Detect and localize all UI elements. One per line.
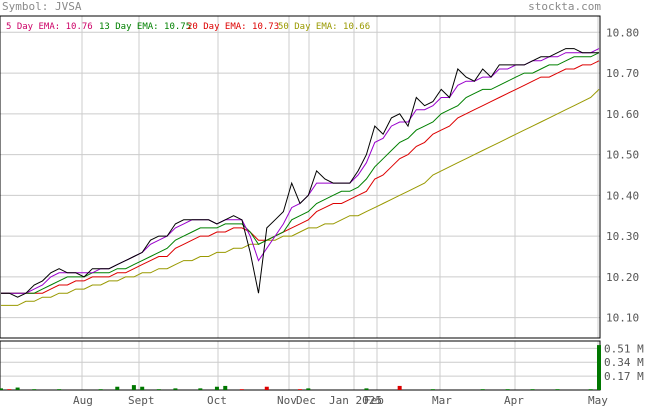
- legend-item: 13 Day EMA: 10.75: [99, 22, 191, 32]
- volume-bar: [173, 388, 178, 390]
- volume-bar: [156, 389, 161, 390]
- volume-bar: [264, 386, 269, 390]
- volume-grid: [0, 341, 600, 390]
- volume-bar: [306, 388, 311, 390]
- date-tick-label: Sept: [128, 394, 155, 406]
- volume-bar: [555, 389, 560, 390]
- volume-bar: [7, 389, 12, 390]
- date-tick-label: Aug: [73, 394, 93, 406]
- volume-bar: [505, 389, 510, 390]
- site-name: stockta.com: [528, 0, 601, 13]
- volume-axis-labels: 0.51 M0.34 M0.17 M: [604, 342, 644, 383]
- symbol-label: Symbol: JVSA: [2, 0, 82, 13]
- volume-bar: [140, 386, 145, 390]
- volume-tick-label: 0.17 M: [604, 370, 644, 383]
- volume-bar: [397, 385, 402, 390]
- volume-bar: [98, 389, 103, 390]
- ema5-line: [1, 48, 600, 294]
- price-tick-label: 10.10: [606, 312, 639, 325]
- volume-bar: [15, 387, 20, 390]
- volume-bar: [530, 389, 535, 390]
- legend-item: 5 Day EMA: 10.76: [6, 22, 93, 32]
- volume-bar: [480, 389, 485, 390]
- ema13-line: [1, 52, 600, 294]
- date-tick-label: Feb: [364, 394, 384, 406]
- volume-tick-label: 0.34 M: [604, 356, 644, 369]
- price-tick-label: 10.80: [606, 26, 639, 39]
- volume-bar: [32, 389, 37, 390]
- price-tick-label: 10.20: [606, 271, 639, 284]
- volume-bar: [198, 388, 203, 390]
- legend-item: 20 Day EMA: 10.73: [187, 22, 279, 32]
- volume-bar: [115, 386, 120, 390]
- price-tick-label: 10.60: [606, 108, 639, 121]
- date-tick-label: May: [588, 394, 608, 406]
- date-tick-label: Dec: [296, 394, 316, 406]
- volume-bar: [223, 385, 228, 390]
- price-line: [1, 48, 599, 298]
- volume-bar: [214, 386, 219, 390]
- ema50-line: [1, 89, 600, 306]
- price-tick-label: 10.40: [606, 189, 639, 202]
- volume-bar: [298, 389, 302, 390]
- volume-bar: [0, 388, 3, 390]
- volume-bar: [588, 389, 593, 390]
- price-tick-label: 10.50: [606, 149, 639, 162]
- date-tick-label: Nov: [277, 394, 297, 406]
- date-tick-label: Mar: [432, 394, 452, 406]
- volume-bar: [364, 388, 369, 390]
- volume-tick-label: 0.51 M: [604, 342, 644, 355]
- date-tick-label: Apr: [504, 394, 524, 406]
- price-tick-label: 10.70: [606, 67, 639, 80]
- legend-item: 50 Day EMA: 10.66: [278, 22, 370, 32]
- volume-bar: [597, 345, 601, 390]
- volume-bar: [57, 389, 62, 390]
- date-tick-label: Oct: [207, 394, 227, 406]
- ema20-line: [1, 60, 600, 294]
- volume-bars: [0, 345, 601, 390]
- price-lines: [1, 48, 600, 306]
- price-axis-labels: 10.80 10.70 10.60 10.50 10.40 10.30 10.20 10.10: [606, 26, 639, 324]
- volume-bar: [430, 389, 435, 390]
- date-tick-label: Jan 2025: [329, 394, 382, 406]
- price-grid: [0, 16, 600, 338]
- price-panel-frame: [0, 15, 601, 339]
- price-tick-label: 10.30: [606, 230, 639, 243]
- volume-bar: [131, 385, 136, 390]
- volume-bar: [239, 389, 244, 390]
